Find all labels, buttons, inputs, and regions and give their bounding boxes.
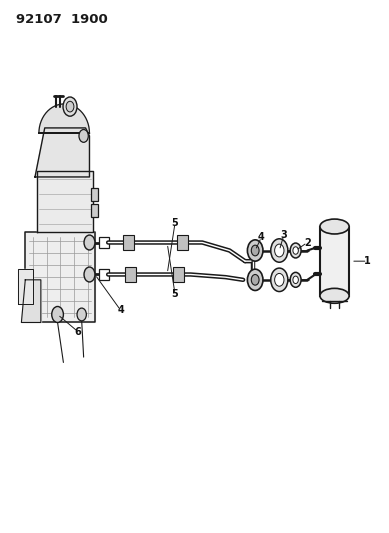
- Text: 5: 5: [172, 218, 179, 228]
- Circle shape: [84, 267, 95, 282]
- Circle shape: [84, 235, 95, 250]
- Circle shape: [290, 243, 301, 258]
- Polygon shape: [39, 104, 89, 133]
- Text: 4: 4: [258, 232, 265, 242]
- Circle shape: [251, 245, 259, 256]
- Circle shape: [52, 306, 63, 322]
- Polygon shape: [37, 171, 93, 232]
- Polygon shape: [21, 280, 41, 322]
- Circle shape: [275, 273, 284, 286]
- Bar: [99, 237, 109, 248]
- Circle shape: [247, 240, 263, 261]
- Circle shape: [290, 272, 301, 287]
- Polygon shape: [18, 269, 33, 304]
- Circle shape: [271, 239, 288, 262]
- Text: 6: 6: [74, 327, 81, 336]
- Bar: [123, 235, 134, 250]
- Text: 1: 1: [364, 256, 371, 266]
- Bar: [320, 227, 349, 296]
- Circle shape: [63, 97, 77, 116]
- Text: 3: 3: [280, 230, 287, 239]
- Circle shape: [251, 274, 259, 285]
- Ellipse shape: [320, 219, 349, 234]
- Bar: [91, 204, 98, 217]
- Polygon shape: [35, 128, 89, 177]
- Circle shape: [66, 101, 74, 112]
- Text: 2: 2: [304, 238, 311, 247]
- Bar: [99, 269, 109, 280]
- Bar: [91, 188, 98, 201]
- Bar: [173, 267, 184, 282]
- Circle shape: [77, 308, 86, 321]
- Polygon shape: [25, 232, 95, 322]
- Circle shape: [79, 130, 88, 142]
- Circle shape: [293, 247, 298, 254]
- Circle shape: [271, 268, 288, 292]
- Text: 4: 4: [117, 305, 124, 315]
- Bar: [125, 267, 136, 282]
- Ellipse shape: [320, 288, 349, 303]
- Text: 5: 5: [172, 289, 179, 299]
- Circle shape: [293, 276, 298, 284]
- Circle shape: [247, 269, 263, 290]
- Circle shape: [275, 244, 284, 257]
- Bar: [177, 235, 188, 250]
- Text: 92107  1900: 92107 1900: [16, 13, 107, 26]
